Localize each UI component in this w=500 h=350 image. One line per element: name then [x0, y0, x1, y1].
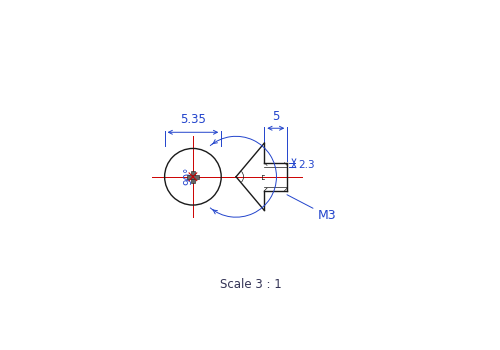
Text: 5: 5 — [272, 110, 280, 124]
Text: 2.3: 2.3 — [298, 160, 314, 170]
Polygon shape — [187, 175, 199, 178]
Polygon shape — [191, 171, 195, 183]
Text: M3: M3 — [287, 195, 337, 222]
Text: Scale 3 : 1: Scale 3 : 1 — [220, 278, 282, 291]
Text: 90°: 90° — [183, 166, 193, 184]
Text: 5.35: 5.35 — [180, 113, 206, 126]
